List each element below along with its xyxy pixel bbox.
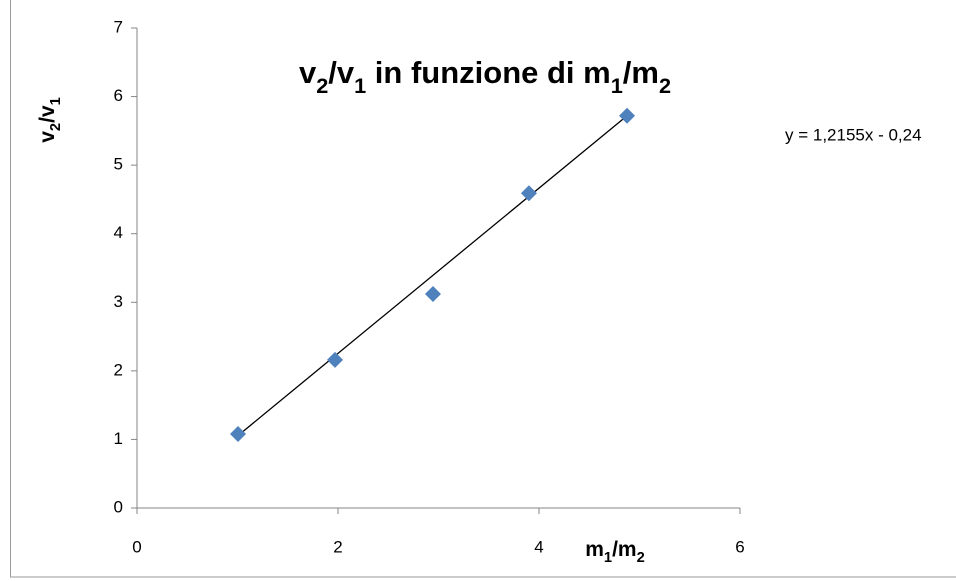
trendline (237, 115, 628, 437)
x-tick-label: 4 (534, 537, 543, 556)
y-tick-label: 7 (114, 17, 123, 36)
y-tick-label: 5 (114, 155, 123, 174)
x-tick-label: 2 (333, 537, 342, 556)
y-tick-label: 2 (114, 360, 123, 379)
y-axis-label: v2/v1 (36, 97, 64, 143)
data-point (424, 286, 441, 303)
chart-title: v2/v1 in funzione di m1/m2 (299, 55, 671, 98)
x-tick-label: 6 (735, 537, 744, 556)
data-point (326, 351, 343, 368)
x-axis-label: m1/m2 (585, 538, 645, 566)
y-tick-label: 4 (114, 223, 123, 242)
chart-border (10, 0, 956, 578)
data-point (520, 185, 537, 202)
y-tick-label: 6 (114, 86, 123, 105)
y-tick-label: 1 (114, 429, 123, 448)
data-point (230, 425, 247, 442)
y-tick-label: 3 (114, 292, 123, 311)
x-tick-label: 0 (132, 537, 141, 556)
data-point (619, 107, 636, 124)
y-tick-label: 0 (114, 497, 123, 516)
trendline-equation: y = 1,2155x - 0,24 (785, 125, 922, 144)
